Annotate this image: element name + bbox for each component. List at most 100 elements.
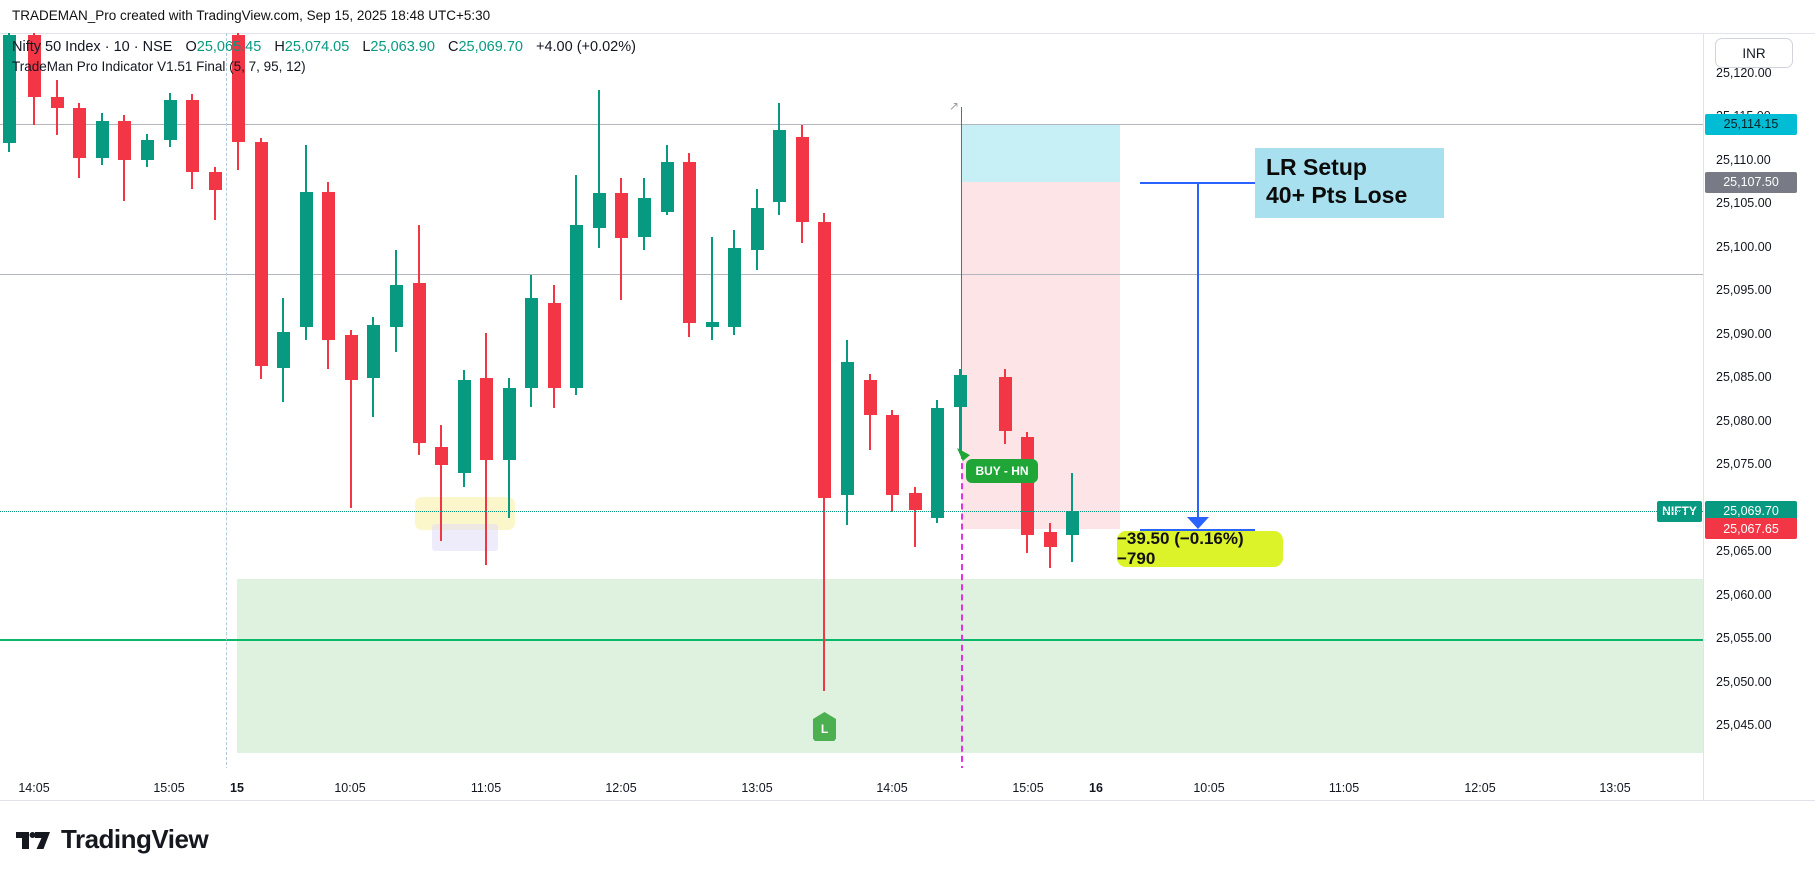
measure-bottom-line bbox=[1140, 528, 1255, 531]
candle bbox=[569, 33, 583, 768]
candle-wick bbox=[214, 166, 216, 220]
candle-body bbox=[208, 171, 222, 191]
candle bbox=[27, 33, 41, 768]
chart-bottom-border bbox=[0, 800, 1815, 801]
symbol-name[interactable]: Nifty 50 Index bbox=[12, 39, 101, 55]
candle-body bbox=[457, 379, 471, 473]
candle-body bbox=[569, 224, 583, 388]
indicator-legend[interactable]: TradeMan Pro Indicator V1.51 Final (5, 7… bbox=[12, 59, 306, 74]
close-label: C bbox=[447, 39, 459, 55]
candle bbox=[434, 33, 448, 768]
candle-body bbox=[299, 191, 313, 327]
price-tick: 25,060.00 bbox=[1716, 587, 1772, 602]
symbol-header[interactable]: Nifty 50 Index · 10 · NSE O25,065.45 H25… bbox=[12, 39, 636, 55]
candle-body bbox=[614, 192, 628, 238]
candle-body bbox=[840, 362, 854, 495]
faded-box bbox=[432, 524, 498, 551]
measure-result-label[interactable]: −39.50 (−0.16%) −790 bbox=[1117, 529, 1283, 568]
candle-body bbox=[185, 99, 199, 172]
candle-body bbox=[998, 377, 1012, 432]
time-axis[interactable] bbox=[0, 768, 1703, 800]
signal-range-line bbox=[961, 107, 962, 453]
lr-setup-note[interactable]: LR Setup 40+ Pts Lose bbox=[1255, 148, 1444, 218]
time-tick: 11:05 bbox=[470, 781, 502, 795]
candle-wick bbox=[620, 177, 622, 300]
candle bbox=[524, 33, 538, 768]
candle-body bbox=[547, 303, 561, 388]
candle-body bbox=[140, 140, 154, 160]
price-tick: 25,095.00 bbox=[1716, 283, 1772, 297]
candle bbox=[750, 33, 764, 768]
low-marker: L bbox=[813, 712, 836, 741]
candle-body bbox=[908, 492, 922, 511]
resistance-upper bbox=[0, 124, 1703, 126]
candle bbox=[840, 33, 854, 768]
chart-pane[interactable] bbox=[0, 33, 1703, 768]
price-tick: 25,105.00 bbox=[1716, 196, 1772, 210]
candle bbox=[547, 33, 561, 768]
currency-button[interactable]: INR bbox=[1715, 38, 1793, 68]
candle bbox=[140, 33, 154, 768]
open-value: 25,065.45 bbox=[196, 39, 262, 55]
interval-value[interactable]: 10 bbox=[113, 39, 130, 55]
time-tick: 13:05 bbox=[741, 781, 773, 795]
time-tick: 12:05 bbox=[1464, 781, 1496, 795]
candle bbox=[117, 33, 131, 768]
last-price-line bbox=[0, 511, 1703, 513]
candle-body bbox=[254, 142, 268, 366]
candle bbox=[185, 33, 199, 768]
candle bbox=[614, 33, 628, 768]
tradingview-logo[interactable]: TradingView bbox=[14, 824, 209, 855]
candle-body bbox=[750, 208, 764, 251]
candle bbox=[863, 33, 877, 768]
tradingview-logo-text: TradingView bbox=[61, 824, 209, 854]
candle-body bbox=[366, 324, 380, 378]
price-tick: 25,080.00 bbox=[1716, 413, 1772, 428]
candle-body bbox=[502, 387, 516, 460]
candle-body bbox=[2, 35, 16, 144]
candle bbox=[208, 33, 222, 768]
candle bbox=[231, 33, 245, 768]
range-handle-icon: ↗ bbox=[949, 99, 960, 113]
candle bbox=[795, 33, 809, 768]
candle bbox=[72, 33, 86, 768]
candle bbox=[479, 33, 493, 768]
candle-wick bbox=[440, 424, 442, 541]
candle bbox=[502, 33, 516, 768]
time-tick: 14:05 bbox=[18, 781, 50, 795]
time-tick: 15:05 bbox=[153, 781, 185, 795]
candle bbox=[344, 33, 358, 768]
candle-body bbox=[682, 162, 696, 324]
lr-setup-line2: 40+ Pts Lose bbox=[1266, 181, 1408, 208]
candle-body bbox=[772, 130, 786, 203]
candle-body bbox=[660, 162, 674, 212]
candle-body bbox=[1065, 511, 1079, 535]
candle bbox=[727, 33, 741, 768]
candle-body bbox=[276, 331, 290, 369]
candle bbox=[276, 33, 290, 768]
candle bbox=[412, 33, 426, 768]
support-line bbox=[0, 639, 1703, 641]
candle bbox=[885, 33, 899, 768]
candle-body bbox=[727, 248, 741, 327]
candle bbox=[50, 33, 64, 768]
price-tick: 25,075.00 bbox=[1716, 457, 1772, 471]
candle bbox=[682, 33, 696, 768]
resistance-lower bbox=[0, 273, 1703, 275]
time-tick: 15:05 bbox=[1012, 781, 1044, 795]
candle-wick bbox=[598, 90, 600, 249]
candle-body bbox=[817, 222, 831, 499]
lr-setup-line1: LR Setup bbox=[1266, 154, 1367, 180]
candle-body bbox=[231, 35, 245, 143]
candle bbox=[772, 33, 786, 768]
candle-body bbox=[1043, 531, 1057, 547]
low-value: 25,063.90 bbox=[370, 39, 435, 55]
candle bbox=[908, 33, 922, 768]
separator-dot: · bbox=[133, 39, 139, 55]
close-value: 25,069.70 bbox=[458, 39, 523, 55]
candle bbox=[254, 33, 268, 768]
candle-body bbox=[344, 334, 358, 380]
price-axis[interactable] bbox=[1703, 33, 1815, 768]
price-tick: 25,085.00 bbox=[1716, 370, 1772, 384]
open-label: O bbox=[185, 39, 197, 55]
